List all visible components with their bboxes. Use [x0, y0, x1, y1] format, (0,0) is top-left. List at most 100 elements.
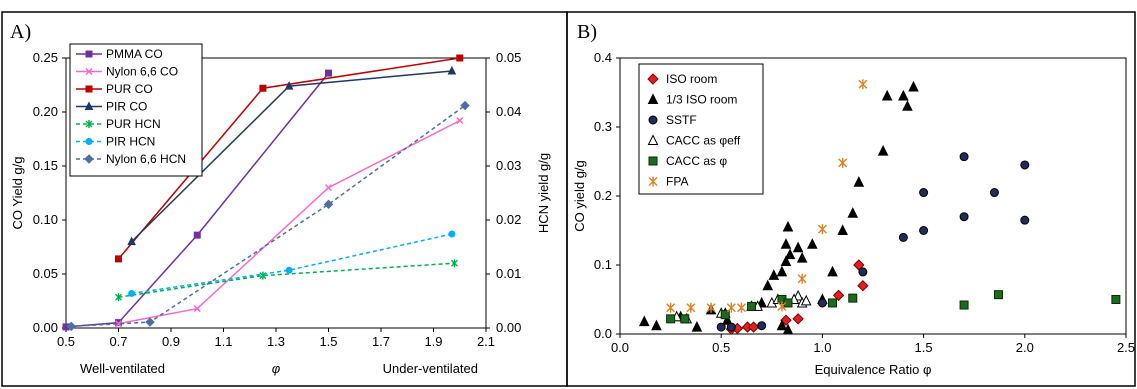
data-point: [768, 269, 780, 280]
data-point: [114, 320, 123, 328]
legend-b-marker: [647, 134, 659, 145]
y-tick-label-a: 0.25: [33, 50, 58, 65]
data-point: [666, 302, 676, 313]
data-point: [776, 319, 788, 331]
data-point: [1111, 295, 1121, 304]
x-tick-label-b: 2.5: [1117, 340, 1135, 355]
legend-a-marker: [84, 154, 94, 164]
data-point: [902, 100, 913, 111]
data-point: [716, 322, 726, 332]
legend-a-label: PUR CO: [106, 82, 153, 96]
data-point: [686, 302, 696, 313]
data-point: [193, 231, 201, 239]
data-point: [747, 301, 757, 311]
y2-tick-label-a: 0.04: [496, 104, 521, 119]
data-point: [777, 301, 787, 312]
data-point: [796, 251, 808, 263]
legend-a-label: PIR HCN: [106, 135, 155, 149]
legend-a-label: PIR CO: [106, 100, 147, 114]
x-axis-title-a: φ: [272, 361, 281, 376]
data-point: [324, 184, 333, 192]
data-point: [720, 310, 730, 320]
y-tick-label-a: 0.00: [33, 320, 58, 335]
legend-a-marker: [85, 138, 93, 145]
legend-b-label: CACC as φ: [666, 154, 727, 168]
y2-tick-label-a: 0.05: [496, 50, 521, 65]
y-tick-label-b: 0.1: [594, 257, 612, 272]
x-tick-label-a: 0.9: [162, 334, 180, 349]
data-point: [747, 321, 760, 333]
y-tick-label-b: 0.3: [594, 119, 612, 134]
data-point: [780, 255, 792, 267]
series-a-pur-co: [115, 54, 464, 263]
data-point: [858, 79, 868, 90]
legend-b-label: CACC as φeff: [666, 134, 741, 148]
data-point: [451, 259, 458, 268]
data-point: [726, 322, 736, 332]
legend-a-label: PMMA CO: [106, 47, 163, 61]
y-tick-label-a: 0.20: [33, 104, 58, 119]
x-tick-label-a: 1.9: [424, 334, 442, 349]
legend-a-label: Nylon 6,6 CO: [106, 65, 178, 79]
data-point: [797, 273, 807, 284]
legend-b-label: SSTF: [666, 113, 697, 127]
legend-b-label: 1/3 ISO room: [666, 93, 737, 107]
data-point: [783, 298, 793, 308]
x-tick-label-a: 2.1: [477, 334, 495, 349]
data-point: [853, 176, 865, 187]
data-point: [959, 212, 969, 222]
series-a-pir-hcn: [128, 230, 456, 297]
data-point: [828, 298, 838, 308]
legend-b-label: FPA: [666, 175, 688, 189]
data-point: [448, 230, 456, 238]
data-point: [285, 266, 293, 274]
chart-a: A) 0.5 0.7 0.9 1.1 1.3 1.5 1.7 1.9 2.10.000.050.…: [10, 21, 551, 376]
y2-tick-label-a: 0.03: [496, 158, 521, 173]
series-a-nylon-6-6-hcn: [66, 100, 470, 332]
data-point: [757, 321, 767, 331]
x-tick-label-a: 1.1: [214, 334, 232, 349]
series-b-iso-room: [725, 259, 869, 335]
x-axis-title-right-a: Under-ventilated: [383, 361, 478, 376]
data-point: [691, 320, 703, 332]
data-point: [706, 302, 716, 313]
series-a-pur-hcn: [115, 259, 458, 302]
x-tick-label-a: 1.5: [319, 334, 337, 349]
legend-a-marker: [85, 67, 93, 76]
data-point: [838, 157, 848, 168]
data-point: [993, 290, 1003, 300]
y-tick-label-a: 0.15: [33, 158, 58, 173]
legend-b-label: ISO room: [666, 72, 717, 86]
x-tick-label-a: 1.7: [372, 334, 390, 349]
data-point: [127, 236, 136, 246]
y-tick-label-a: 0.05: [33, 266, 58, 281]
data-point: [784, 248, 796, 260]
y-axis-title-b: CO yield g/g: [572, 160, 587, 232]
y-tick-label-b: 0.4: [594, 50, 612, 65]
data-point: [651, 319, 662, 331]
data-point: [848, 293, 858, 303]
legend-b-box: [638, 63, 764, 195]
x-tick-label-b: 1.5: [915, 340, 933, 355]
y2-tick-label-a: 0.00: [496, 320, 521, 335]
x-axis-title-b: Equivalence Ratio φ: [815, 362, 932, 377]
legend-b-marker: [648, 115, 658, 125]
legend-a-marker: [84, 101, 94, 110]
data-point: [115, 255, 122, 263]
x-tick-label-b: 0.0: [611, 340, 629, 355]
series-a-pir-co: [127, 65, 457, 246]
legend-a-marker: [85, 120, 93, 128]
data-point: [1020, 160, 1030, 170]
legend-b-marker: [648, 176, 658, 187]
legend-b: ISO room 1/3 ISO room SSTF CACC as φeff CACC…: [638, 63, 764, 195]
y-tick-label-b: 0.0: [594, 326, 612, 341]
legend-a-label: Nylon 6,6 HCN: [106, 152, 186, 166]
data-point: [460, 100, 470, 111]
legend-a-marker: [85, 50, 93, 58]
data-point: [638, 315, 650, 327]
legend-b-marker: [648, 156, 658, 166]
y-tick-label-a: 0.10: [33, 212, 58, 227]
data-point: [806, 238, 818, 249]
y2-tick-label-a: 0.02: [496, 212, 521, 227]
